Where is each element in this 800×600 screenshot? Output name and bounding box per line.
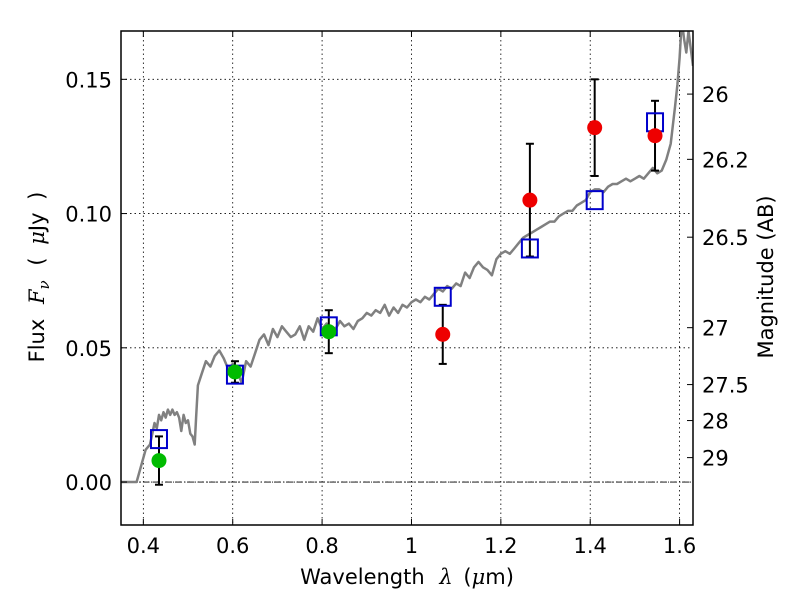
plot-background: [121, 31, 693, 525]
y-axis-label-sub: ν: [35, 280, 53, 289]
plot-frame: [120, 30, 694, 526]
y2-axis: 26 26.2 26.5 27 27.5 28 29: [687, 83, 749, 471]
y-axis: 0.00 0.05 0.10 0.15: [65, 68, 127, 495]
x-tick-label: 0.6: [216, 534, 249, 558]
y2-tick-label: 26.2: [702, 148, 749, 172]
series-group: [121, 31, 693, 486]
y2-axis-label: Magnitude (AB): [754, 195, 778, 358]
model-photometry-square: [520, 238, 539, 259]
y2-tick-label: 26: [702, 83, 729, 107]
y-axis-label-mu: μ: [25, 231, 49, 245]
y-axis-label-prefix: Flux: [25, 319, 49, 363]
red-data-point: [647, 128, 663, 144]
y-tick-label: 0.15: [65, 68, 112, 92]
x-tick-label: 1: [405, 534, 418, 558]
x-tick-label: 1.6: [663, 534, 696, 558]
x-axis-label-open: (: [463, 565, 471, 589]
y-tick-label: 0.10: [65, 203, 112, 227]
green-data-point: [151, 453, 167, 469]
grid: [121, 31, 693, 525]
y-axis-label-symbol: F: [25, 288, 49, 305]
y2-tick-label: 27: [702, 317, 729, 341]
x-axis: 0.4 0.6 0.8 1 1.2 1.4 1.6: [127, 31, 696, 558]
x-axis-label: Wavelength λ (μm): [300, 565, 514, 589]
x-tick-label: 0.8: [305, 534, 338, 558]
red-data-point: [522, 192, 538, 208]
y-axis-label: Flux Fν ( μJy ): [25, 192, 54, 363]
x-tick-label: 1.4: [574, 534, 607, 558]
y-axis-label-close: ): [25, 192, 49, 200]
red-data-point: [435, 326, 451, 342]
model-photometry-square: [149, 429, 168, 450]
y2-tick-label: 29: [702, 447, 729, 471]
x-axis-label-prefix: Wavelength: [300, 565, 425, 589]
y-axis-label-open: (: [25, 257, 49, 265]
green-data-point: [321, 324, 337, 340]
y-tick-label: 0.00: [65, 471, 112, 495]
model-photometry-square: [433, 286, 452, 307]
model-photometry-square: [585, 190, 604, 211]
x-axis-label-symbol: λ: [438, 565, 452, 589]
y2-tick-label: 26.5: [702, 226, 749, 250]
x-axis-label-unit: m): [485, 565, 514, 589]
y2-tick-label: 28: [702, 410, 729, 434]
y2-tick-label: 27.5: [702, 374, 749, 398]
x-tick-label: 0.4: [127, 534, 160, 558]
x-tick-label: 1.2: [484, 534, 517, 558]
red-data-point: [587, 120, 603, 136]
y-tick-label: 0.05: [65, 337, 112, 361]
y-axis-label-unit: Jy: [25, 212, 49, 233]
green-data-point: [227, 364, 243, 380]
x-axis-label-mu: μ: [472, 565, 486, 589]
